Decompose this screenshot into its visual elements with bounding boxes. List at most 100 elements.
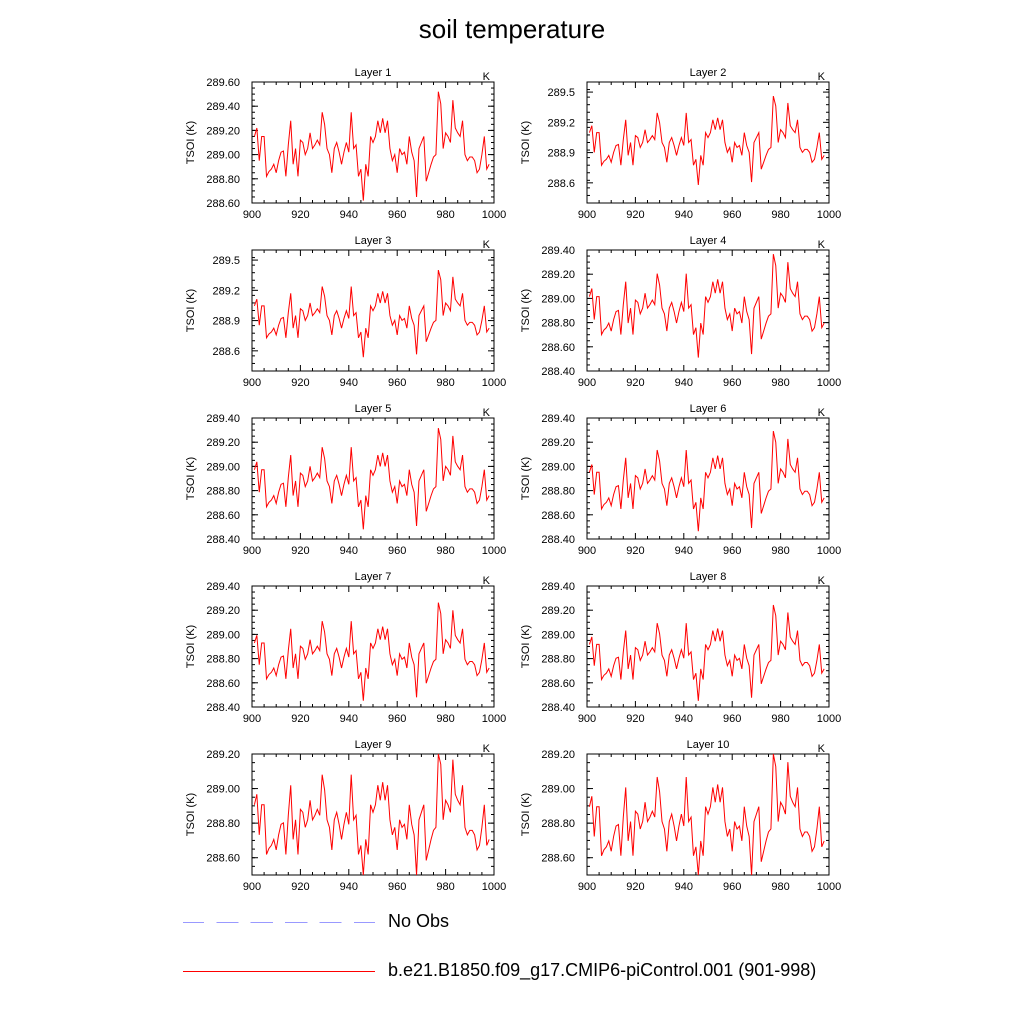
- x-tick-label: 960: [388, 377, 406, 389]
- x-tick-label: 1000: [482, 377, 506, 389]
- panel-title: Layer 9: [355, 739, 392, 751]
- y-tick-label: 289.40: [541, 413, 575, 425]
- legend-model-run: b.e21.B1850.f09_g17.CMIP6-piControl.001 …: [183, 960, 883, 984]
- x-tick-label: 1000: [482, 209, 506, 221]
- units-label: K: [818, 575, 826, 587]
- y-tick-label: 288.60: [206, 678, 240, 690]
- y-tick-label: 289.20: [206, 605, 240, 617]
- series-line: [588, 604, 825, 701]
- y-tick-label: 288.80: [206, 174, 240, 186]
- legend-label-model-run: b.e21.B1850.f09_g17.CMIP6-piControl.001 …: [388, 960, 817, 980]
- y-tick-label: 289.00: [206, 784, 240, 796]
- x-tick-label: 940: [340, 881, 358, 893]
- y-tick-label: 288.60: [206, 510, 240, 522]
- x-tick-label: 960: [723, 545, 741, 557]
- panel-title: Layer 4: [690, 235, 727, 247]
- x-tick-label: 960: [388, 881, 406, 893]
- x-tick-label: 960: [388, 545, 406, 557]
- x-tick-label: 1000: [817, 713, 841, 725]
- y-tick-label: 289.20: [206, 125, 240, 137]
- y-tick-label: 288.60: [206, 853, 240, 865]
- x-tick-label: 980: [771, 209, 789, 221]
- series-line: [253, 269, 490, 358]
- units-label: K: [483, 239, 491, 251]
- x-tick-label: 1000: [482, 545, 506, 557]
- y-tick-label: 289.5: [212, 255, 240, 267]
- y-tick-label: 289.2: [547, 117, 575, 129]
- series-line: [253, 753, 490, 876]
- x-tick-label: 900: [578, 209, 596, 221]
- panel-7: Layer 7 K TSOI (K) 900 920 940 960 980 1000 288.4…: [185, 571, 506, 725]
- panel-5: Layer 5 K TSOI (K) 900 920 940 960 980 1000 288.4…: [185, 403, 506, 557]
- units-label: K: [483, 407, 491, 419]
- y-tick-label: 288.60: [541, 853, 575, 865]
- y-tick-label: 288.40: [541, 702, 575, 714]
- panel-title: Layer 8: [690, 571, 727, 583]
- y-tick-label: 289.60: [206, 77, 240, 89]
- legend-label-no-obs: No Obs: [388, 911, 450, 931]
- y-tick-label: 289.40: [206, 581, 240, 593]
- units-label: K: [818, 407, 826, 419]
- x-tick-label: 980: [436, 881, 454, 893]
- x-tick-label: 1000: [817, 881, 841, 893]
- y-axis-label: TSOI (K): [185, 289, 197, 332]
- y-tick-label: 288.80: [206, 654, 240, 666]
- series-line: [588, 753, 825, 876]
- x-tick-label: 980: [771, 713, 789, 725]
- y-tick-label: 289.40: [541, 581, 575, 593]
- x-tick-label: 980: [436, 713, 454, 725]
- y-tick-label: 288.6: [212, 346, 240, 358]
- y-tick-label: 289.20: [541, 437, 575, 449]
- panel-title: Layer 5: [355, 403, 392, 415]
- x-tick-label: 940: [340, 713, 358, 725]
- x-tick-label: 940: [340, 209, 358, 221]
- panel-10: Layer 10 K TSOI (K) 900 920 940 960 980 1000 288.…: [520, 739, 841, 893]
- x-tick-label: 960: [723, 209, 741, 221]
- x-tick-label: 1000: [482, 881, 506, 893]
- y-tick-label: 289.40: [206, 101, 240, 113]
- series-line: [588, 95, 825, 186]
- y-tick-label: 288.40: [206, 702, 240, 714]
- x-tick-label: 920: [626, 713, 644, 725]
- x-tick-label: 940: [675, 713, 693, 725]
- x-tick-label: 900: [578, 545, 596, 557]
- y-axis-label: TSOI (K): [520, 625, 532, 668]
- x-tick-label: 960: [723, 881, 741, 893]
- x-tick-label: 920: [626, 881, 644, 893]
- series-line: [253, 602, 490, 701]
- y-axis-label: TSOI (K): [185, 793, 197, 836]
- x-tick-label: 900: [243, 209, 261, 221]
- x-tick-label: 920: [291, 209, 309, 221]
- y-tick-label: 289.5: [547, 87, 575, 99]
- y-tick-label: 288.6: [547, 178, 575, 190]
- y-tick-label: 288.80: [541, 318, 575, 330]
- series-line: [253, 427, 490, 530]
- y-tick-label: 289.20: [541, 749, 575, 761]
- x-tick-label: 980: [771, 545, 789, 557]
- x-tick-label: 980: [771, 881, 789, 893]
- panel-1: Layer 1 K TSOI (K) 900 920 940 960 980 1000 288.6…: [185, 67, 506, 221]
- series-line: [253, 91, 490, 201]
- y-tick-label: 289.00: [541, 461, 575, 473]
- y-tick-label: 289.20: [541, 269, 575, 281]
- y-tick-label: 289.20: [206, 749, 240, 761]
- x-tick-label: 940: [675, 209, 693, 221]
- y-tick-label: 289.20: [541, 605, 575, 617]
- x-tick-label: 940: [675, 881, 693, 893]
- y-tick-label: 288.60: [206, 198, 240, 210]
- units-label: K: [818, 71, 826, 83]
- x-tick-label: 940: [340, 377, 358, 389]
- panel-8: Layer 8 K TSOI (K) 900 920 940 960 980 1000 288.4…: [520, 571, 841, 725]
- x-tick-label: 900: [243, 881, 261, 893]
- x-tick-label: 1000: [482, 713, 506, 725]
- y-tick-label: 289.00: [541, 293, 575, 305]
- x-tick-label: 960: [388, 713, 406, 725]
- y-tick-label: 288.9: [212, 316, 240, 328]
- y-tick-label: 289.00: [541, 629, 575, 641]
- panel-9: Layer 9 K TSOI (K) 900 920 940 960 980 1000 288.6…: [185, 739, 506, 893]
- x-tick-label: 900: [578, 377, 596, 389]
- x-tick-label: 1000: [817, 209, 841, 221]
- y-axis-label: TSOI (K): [520, 121, 532, 164]
- y-tick-label: 289.2: [212, 285, 240, 297]
